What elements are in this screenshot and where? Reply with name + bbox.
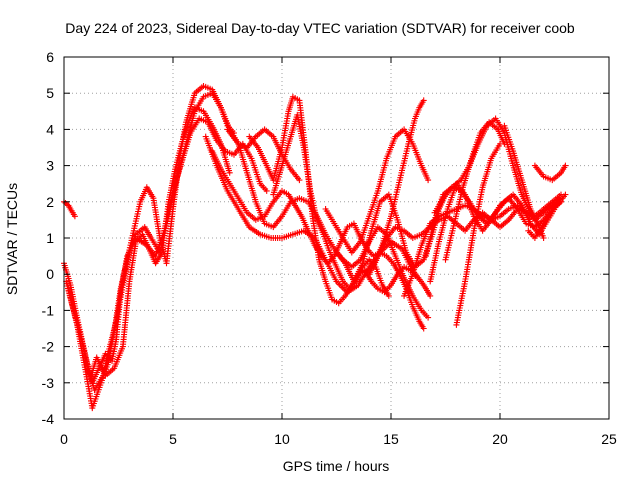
series-14 xyxy=(401,191,564,299)
data-point xyxy=(420,325,427,332)
x-tick-label: 0 xyxy=(60,431,68,447)
y-tick-label: 1 xyxy=(46,230,54,246)
series-3 xyxy=(65,83,237,412)
data-point xyxy=(427,292,434,299)
series-8 xyxy=(246,93,421,307)
data-point xyxy=(263,187,270,194)
series-9 xyxy=(270,111,392,299)
series-19 xyxy=(453,140,503,328)
data-point xyxy=(226,169,233,176)
data-point xyxy=(425,314,432,321)
chart-title: Day 224 of 2023, Sidereal Day-to-day VTE… xyxy=(65,20,575,36)
data-point xyxy=(558,198,564,205)
data-point xyxy=(562,162,569,169)
x-tick-label: 15 xyxy=(383,431,399,447)
y-tick-label: 0 xyxy=(46,266,54,282)
y-tick-label: -1 xyxy=(42,302,55,318)
series-22 xyxy=(525,198,564,241)
data-point xyxy=(562,191,569,198)
series-4 xyxy=(87,104,233,383)
data-point xyxy=(425,177,432,184)
y-tick-label: 3 xyxy=(46,158,54,174)
x-tick-label: 5 xyxy=(169,431,177,447)
y-tick-label: 5 xyxy=(46,85,54,101)
series-7 xyxy=(224,126,432,321)
x-tick-label: 10 xyxy=(274,431,290,447)
series-21 xyxy=(531,162,569,184)
ticks: 0 5 10 15 20 25 -4 -3 -2 -1 0 1 2 3 4 5 6 xyxy=(42,49,617,447)
y-tick-label: -4 xyxy=(42,411,55,427)
x-tick-label: 20 xyxy=(492,431,508,447)
data-point xyxy=(414,274,421,281)
y-tick-label: -2 xyxy=(42,339,55,355)
y-axis-label: SDTVAR / TECUs xyxy=(4,183,20,295)
series-0 xyxy=(61,198,78,220)
series-18 xyxy=(442,119,508,263)
data-point xyxy=(385,292,392,299)
data-point xyxy=(71,213,78,220)
y-tick-label: 2 xyxy=(46,194,54,210)
data-point xyxy=(296,177,303,184)
x-axis-label: GPS time / hours xyxy=(283,458,390,474)
data-point xyxy=(420,97,427,104)
series-group xyxy=(61,83,569,412)
data-point xyxy=(540,235,547,241)
x-tick-label: 25 xyxy=(601,431,617,447)
data-point xyxy=(497,140,503,147)
y-tick-label: 4 xyxy=(46,121,54,137)
y-tick-label: 6 xyxy=(46,49,54,65)
y-tick-label: -3 xyxy=(42,375,55,391)
